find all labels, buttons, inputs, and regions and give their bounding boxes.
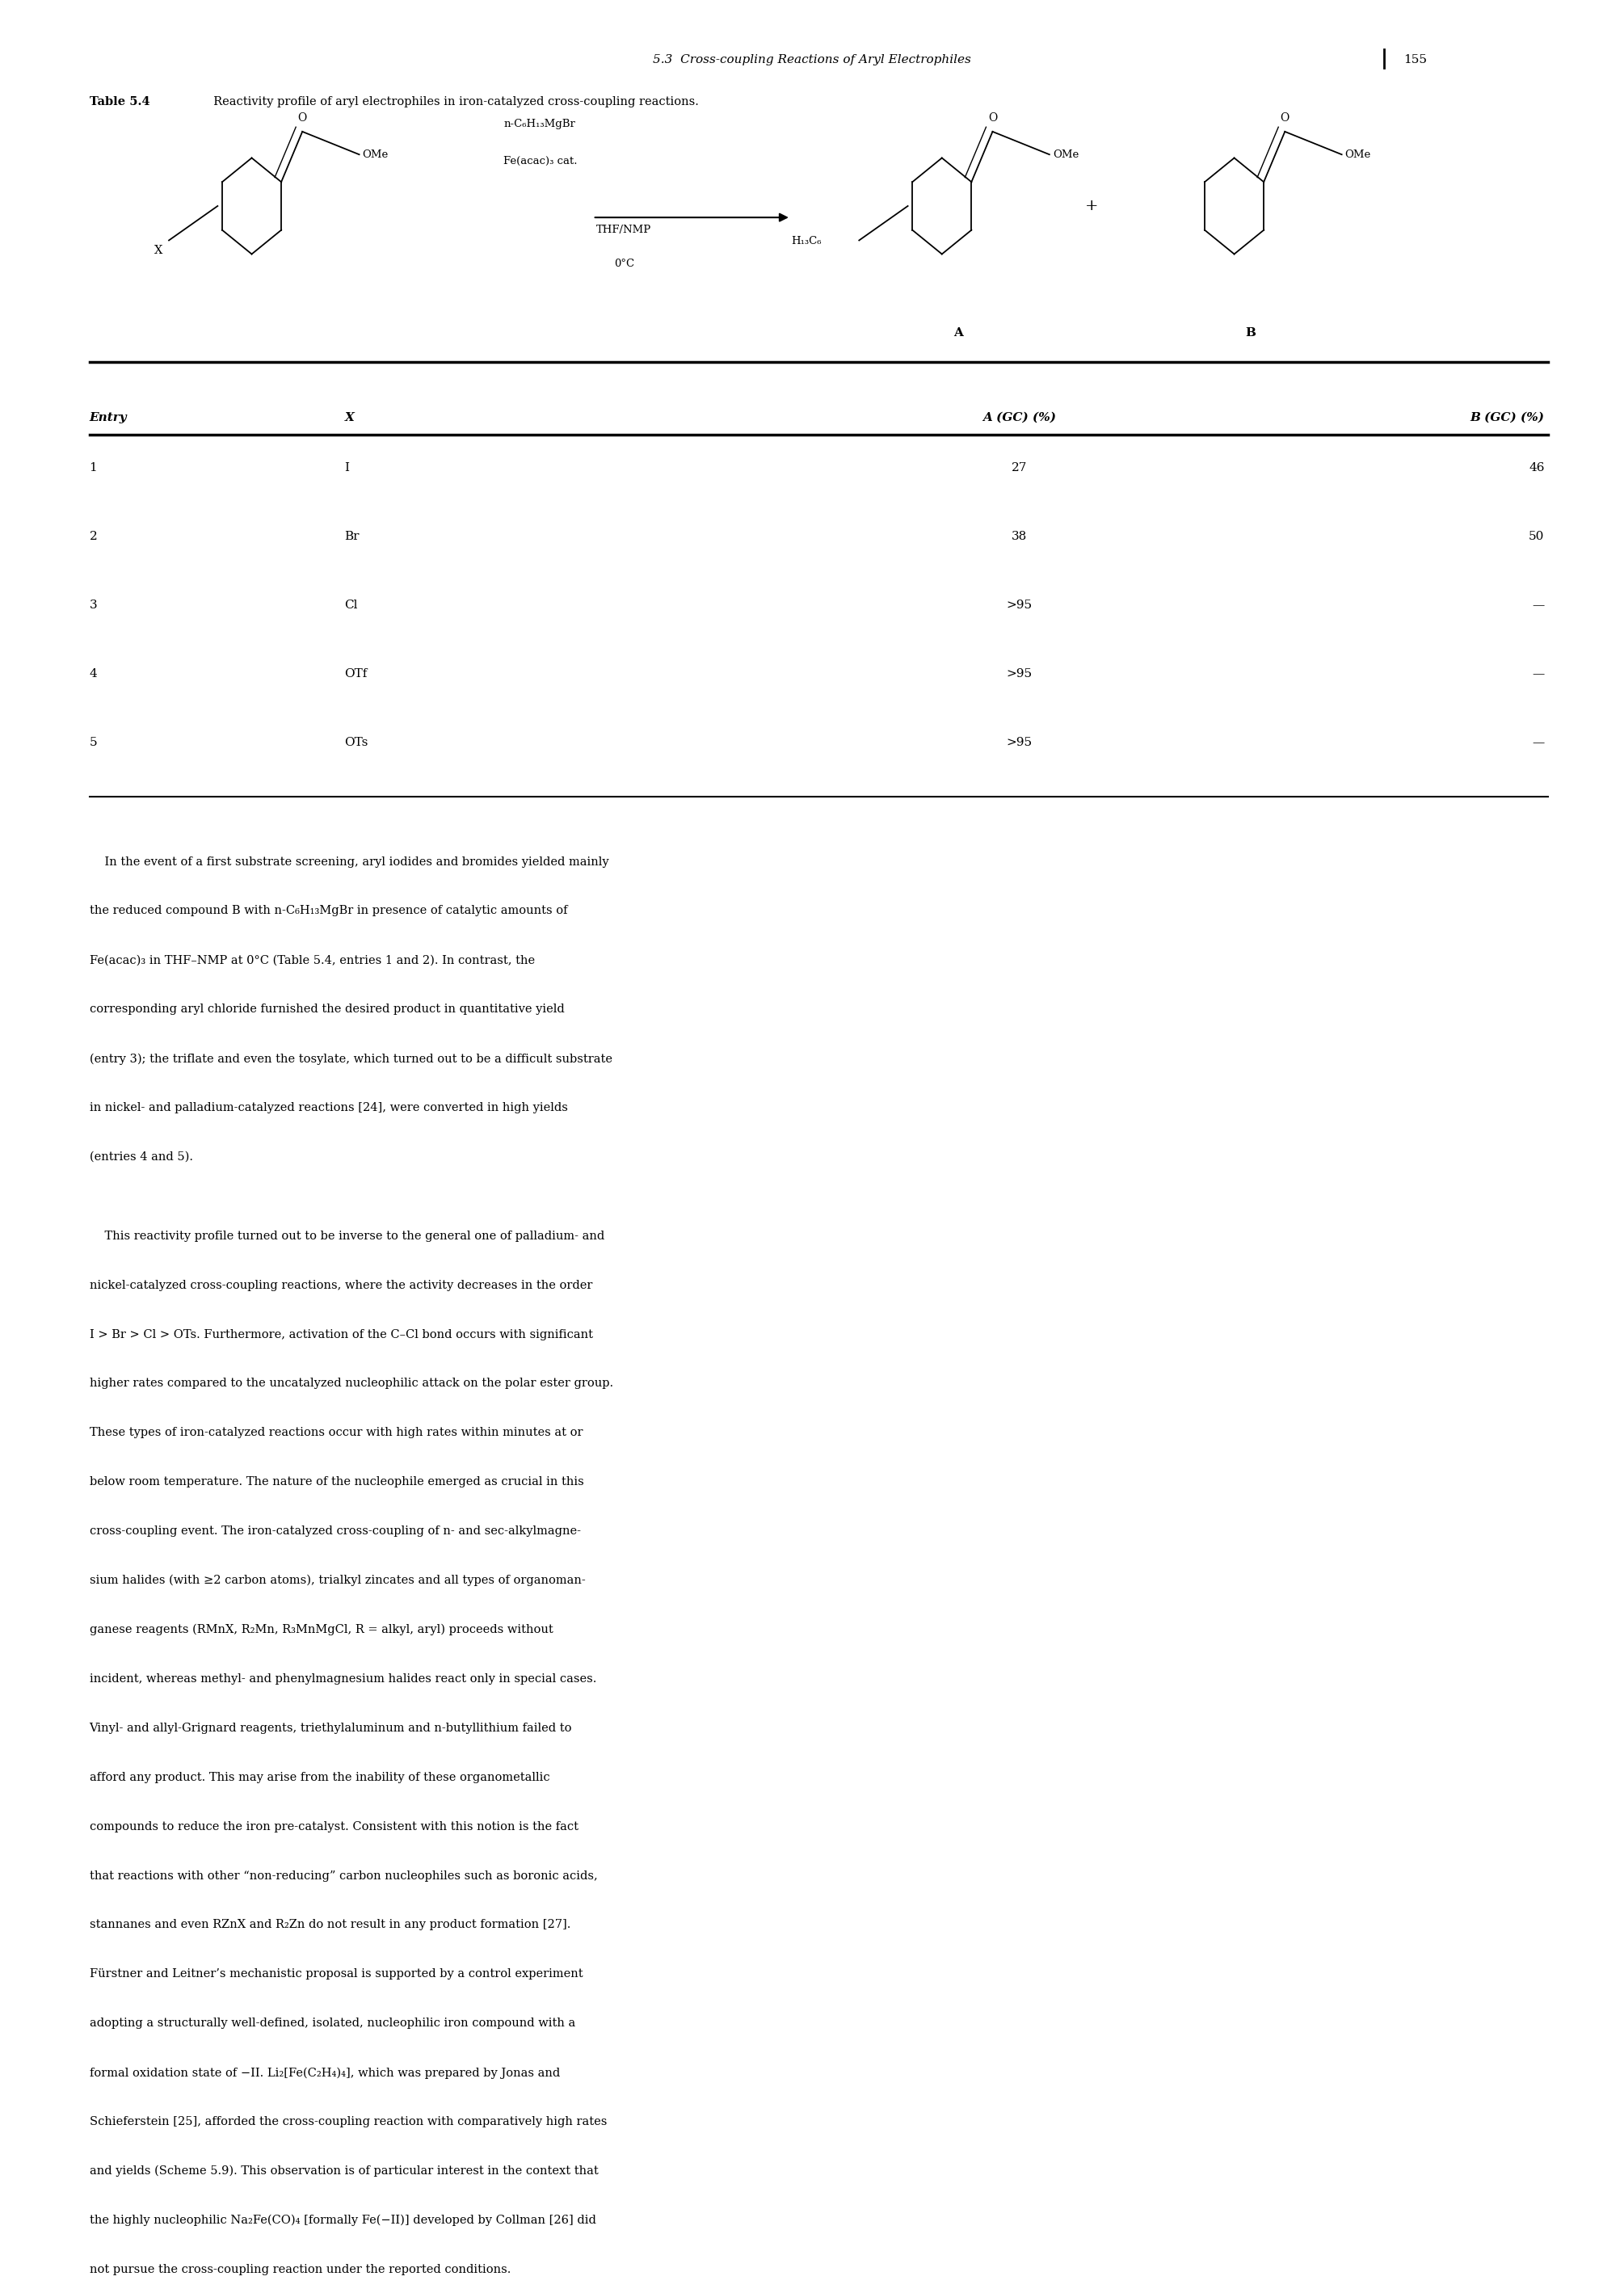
- Text: Entry: Entry: [89, 412, 127, 423]
- Text: that reactions with other “non-reducing” carbon nucleophiles such as boronic aci: that reactions with other “non-reducing”…: [89, 1870, 598, 1882]
- Text: OMe: OMe: [1345, 149, 1371, 160]
- Text: 46: 46: [1528, 462, 1544, 474]
- Text: OTf: OTf: [344, 668, 367, 680]
- Text: 5.3  Cross-coupling Reactions of Aryl Electrophiles: 5.3 Cross-coupling Reactions of Aryl Ele…: [653, 53, 971, 64]
- Text: 4: 4: [89, 668, 97, 680]
- Text: the reduced compound B with n-C₆H₁₃MgBr in presence of catalytic amounts of: the reduced compound B with n-C₆H₁₃MgBr …: [89, 906, 567, 916]
- Text: Vinyl- and allyl-Grignard reagents, triethylaluminum and n-butyllithium failed t: Vinyl- and allyl-Grignard reagents, trie…: [89, 1724, 572, 1733]
- Text: I: I: [344, 462, 349, 474]
- Text: Br: Br: [344, 531, 359, 542]
- Text: not pursue the cross-coupling reaction under the reported conditions.: not pursue the cross-coupling reaction u…: [89, 2264, 510, 2275]
- Text: higher rates compared to the uncatalyzed nucleophilic attack on the polar ester : higher rates compared to the uncatalyzed…: [89, 1378, 612, 1389]
- Text: In the event of a first substrate screening, aryl iodides and bromides yielded m: In the event of a first substrate screen…: [89, 856, 609, 868]
- Text: incident, whereas methyl- and phenylmagnesium halides react only in special case: incident, whereas methyl- and phenylmagn…: [89, 1673, 596, 1685]
- Text: >95: >95: [1005, 600, 1031, 611]
- Text: formal oxidation state of −II. Li₂[Fe(C₂H₄)₄], which was prepared by Jonas and: formal oxidation state of −II. Li₂[Fe(C₂…: [89, 2067, 560, 2078]
- Text: afford any product. This may arise from the inability of these organometallic: afford any product. This may arise from …: [89, 1772, 549, 1783]
- Text: 1: 1: [89, 462, 97, 474]
- Text: stannanes and even RZnX and R₂Zn do not result in any product formation [27].: stannanes and even RZnX and R₂Zn do not …: [89, 1918, 570, 1930]
- Text: H₁₃C₆: H₁₃C₆: [791, 236, 822, 247]
- Text: 5: 5: [89, 737, 97, 749]
- Text: Fe(acac)₃ cat.: Fe(acac)₃ cat.: [503, 156, 578, 167]
- Text: >95: >95: [1005, 737, 1031, 749]
- Text: 50: 50: [1528, 531, 1544, 542]
- Text: This reactivity profile turned out to be inverse to the general one of palladium: This reactivity profile turned out to be…: [89, 1231, 604, 1241]
- Text: —: —: [1531, 668, 1544, 680]
- Text: Schieferstein [25], afforded the cross-coupling reaction with comparatively high: Schieferstein [25], afforded the cross-c…: [89, 2117, 607, 2126]
- Text: corresponding aryl chloride furnished the desired product in quantitative yield: corresponding aryl chloride furnished th…: [89, 1005, 564, 1014]
- Text: A (GC) (%): A (GC) (%): [983, 412, 1056, 423]
- Text: 27: 27: [1012, 462, 1026, 474]
- Text: X: X: [154, 245, 162, 256]
- Text: >95: >95: [1005, 668, 1031, 680]
- Text: below room temperature. The nature of the nucleophile emerged as crucial in this: below room temperature. The nature of th…: [89, 1476, 583, 1488]
- Text: the highly nucleophilic Na₂Fe(CO)₄ [formally Fe(−II)] developed by Collman [26] : the highly nucleophilic Na₂Fe(CO)₄ [form…: [89, 2216, 596, 2227]
- Text: —: —: [1531, 737, 1544, 749]
- Text: Fürstner and Leitner’s mechanistic proposal is supported by a control experiment: Fürstner and Leitner’s mechanistic propo…: [89, 1969, 583, 1980]
- Text: (entries 4 and 5).: (entries 4 and 5).: [89, 1151, 193, 1163]
- Text: 3: 3: [89, 600, 97, 611]
- Text: cross-coupling event. The iron-catalyzed cross-coupling of n- and sec-alkylmagne: cross-coupling event. The iron-catalyzed…: [89, 1527, 580, 1536]
- Text: A: A: [953, 327, 963, 339]
- Text: 0°C: 0°C: [614, 259, 633, 270]
- Text: +: +: [1085, 199, 1098, 213]
- Text: B: B: [1246, 327, 1255, 339]
- Text: THF/NMP: THF/NMP: [596, 224, 651, 236]
- Text: Cl: Cl: [344, 600, 357, 611]
- Text: —: —: [1531, 600, 1544, 611]
- Text: adopting a structurally well-defined, isolated, nucleophilic iron compound with : adopting a structurally well-defined, is…: [89, 2019, 575, 2028]
- Text: 38: 38: [1012, 531, 1026, 542]
- Text: compounds to reduce the iron pre-catalyst. Consistent with this notion is the fa: compounds to reduce the iron pre-catalys…: [89, 1822, 578, 1831]
- Text: n-C₆H₁₃MgBr: n-C₆H₁₃MgBr: [503, 119, 575, 130]
- Text: nickel-catalyzed cross-coupling reactions, where the activity decreases in the o: nickel-catalyzed cross-coupling reaction…: [89, 1280, 593, 1291]
- Text: ganese reagents (RMnX, R₂Mn, R₃MnMgCl, R = alkyl, aryl) proceeds without: ganese reagents (RMnX, R₂Mn, R₃MnMgCl, R…: [89, 1625, 552, 1637]
- Text: in nickel- and palladium-catalyzed reactions [24], were converted in high yields: in nickel- and palladium-catalyzed react…: [89, 1103, 567, 1112]
- Text: O: O: [1280, 112, 1289, 124]
- Text: These types of iron-catalyzed reactions occur with high rates within minutes at : These types of iron-catalyzed reactions …: [89, 1428, 583, 1437]
- Text: B (GC) (%): B (GC) (%): [1470, 412, 1544, 423]
- Text: I > Br > Cl > OTs. Furthermore, activation of the C–Cl bond occurs with signific: I > Br > Cl > OTs. Furthermore, activati…: [89, 1328, 593, 1339]
- Text: OTs: OTs: [344, 737, 369, 749]
- Text: (entry 3); the triflate and even the tosylate, which turned out to be a difficul: (entry 3); the triflate and even the tos…: [89, 1053, 612, 1064]
- Text: Reactivity profile of aryl electrophiles in iron-catalyzed cross-coupling reacti: Reactivity profile of aryl electrophiles…: [206, 96, 698, 108]
- Text: Fe(acac)₃ in THF–NMP at 0°C (Table 5.4, entries 1 and 2). In contrast, the: Fe(acac)₃ in THF–NMP at 0°C (Table 5.4, …: [89, 955, 534, 966]
- Text: sium halides (with ≥2 carbon atoms), trialkyl zincates and all types of organoma: sium halides (with ≥2 carbon atoms), tri…: [89, 1575, 585, 1586]
- Text: and yields (Scheme 5.9). This observation is of particular interest in the conte: and yields (Scheme 5.9). This observatio…: [89, 2165, 598, 2177]
- Text: 155: 155: [1403, 53, 1426, 64]
- Text: O: O: [297, 112, 307, 124]
- Text: OMe: OMe: [362, 149, 388, 160]
- Text: OMe: OMe: [1052, 149, 1078, 160]
- Text: O: O: [987, 112, 997, 124]
- Text: Table 5.4: Table 5.4: [89, 96, 149, 108]
- Text: 2: 2: [89, 531, 97, 542]
- Text: X: X: [344, 412, 354, 423]
